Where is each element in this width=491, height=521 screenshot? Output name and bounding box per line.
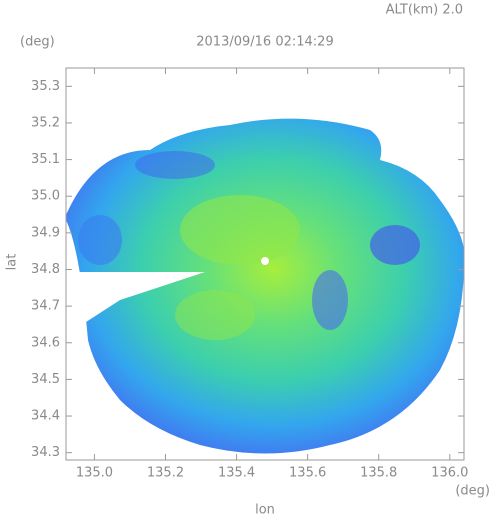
y-tick-label: 35.0 [31, 189, 60, 204]
y-tick-label: 34.5 [31, 372, 60, 387]
x-tick-label: 136.0 [431, 466, 468, 481]
y-tick-label: 34.8 [31, 262, 60, 277]
x-tick-label: 135.8 [360, 466, 397, 481]
chart-title: 2013/09/16 02:14:29 [196, 35, 333, 50]
x-tick-label: 135.0 [76, 466, 113, 481]
x-unit: (deg) [455, 484, 490, 499]
plot-frame [65, 67, 465, 461]
y-tick-label: 34.6 [31, 335, 60, 350]
y-tick-label: 34.7 [31, 299, 60, 314]
y-tick-label: 35.3 [31, 79, 60, 94]
radar-field [66, 118, 464, 454]
y-unit: (deg) [20, 35, 55, 50]
y-tick-label: 35.2 [31, 115, 60, 130]
annotation: ALT(km) 2.0 [386, 3, 463, 18]
x-axis-label: lon [255, 503, 275, 518]
y-tick-label: 34.4 [31, 409, 60, 424]
y-tick-label: 34.9 [31, 225, 60, 240]
y-tick-label: 35.1 [31, 152, 60, 167]
y-tick-label: 34.3 [31, 445, 60, 460]
x-tick-label: 135.2 [147, 466, 184, 481]
x-tick-label: 135.6 [289, 466, 326, 481]
x-tick-label: 135.4 [218, 466, 255, 481]
y-axis-label: lat [5, 254, 20, 271]
